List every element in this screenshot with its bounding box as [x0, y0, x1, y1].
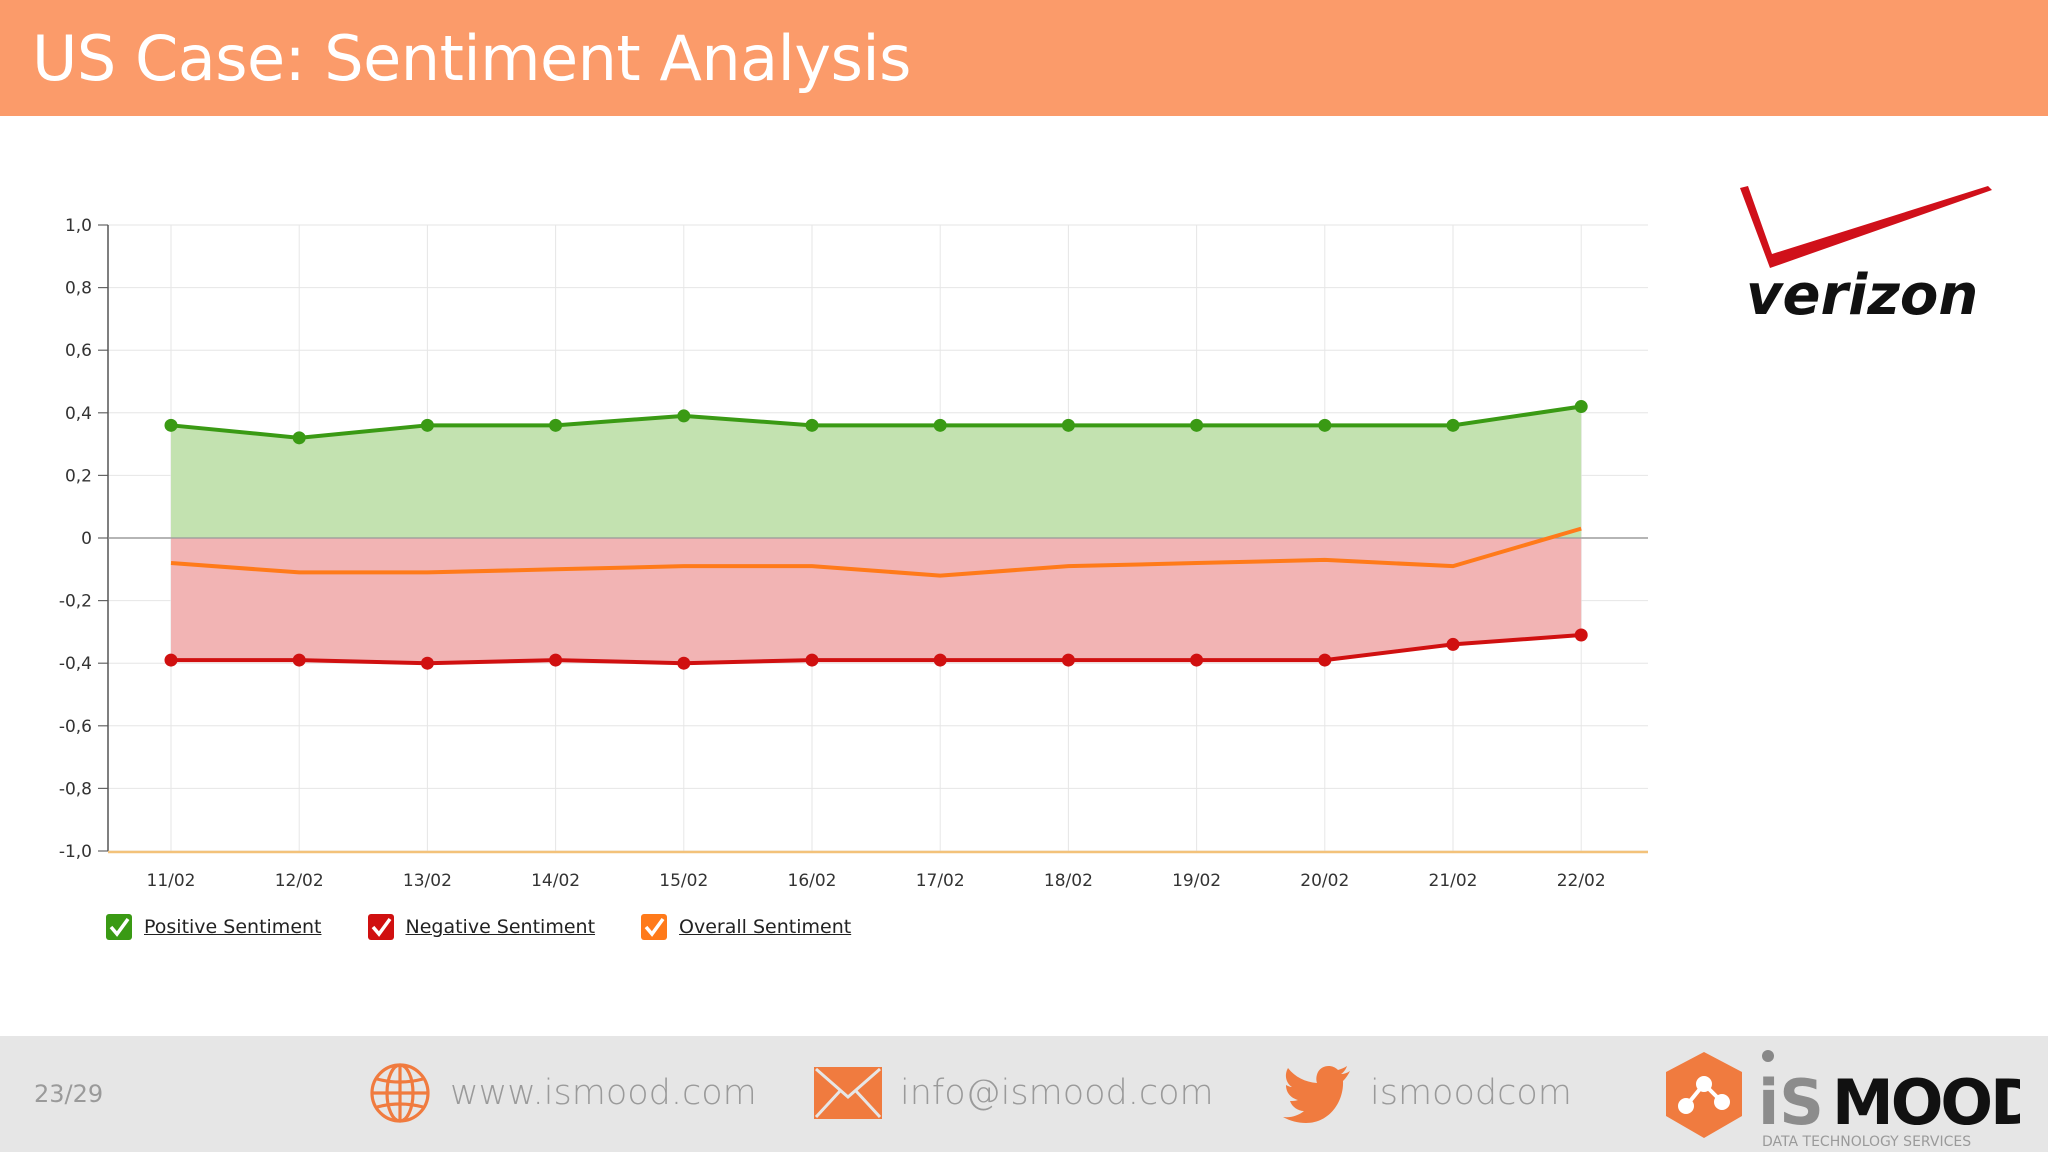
negative-point [1574, 628, 1588, 642]
x-tick-label: 22/02 [1557, 871, 1606, 891]
twitter-bird-icon [1283, 1066, 1350, 1123]
positive-point [420, 418, 434, 432]
y-tick-label: 0,8 [65, 279, 92, 299]
verizon-logo: verizon [1740, 186, 1992, 328]
positive-point [1318, 418, 1332, 432]
slide-footer: 23/29 www.ismood.com info@ismood.com ism… [0, 1036, 2048, 1152]
y-tick-label: 1,0 [65, 216, 92, 236]
x-tick-label: 16/02 [788, 871, 837, 891]
legend-label: Negative Sentiment [405, 916, 596, 938]
positive-point [933, 418, 947, 432]
positive-point [1574, 400, 1588, 414]
slide-header: US Case: Sentiment Analysis [0, 0, 2048, 116]
y-tick-label: 0,2 [65, 466, 92, 486]
sentiment-line-chart: 1,0 0,8 0,6 0,4 0,2 0 -0,2 -0,4 -0,6 -0,8 -1,0 11/0… [59, 216, 1648, 891]
positive-point [1446, 418, 1460, 432]
x-tick-label: 18/02 [1044, 871, 1093, 891]
x-tick-label: 20/02 [1300, 871, 1349, 891]
negative-point [1318, 653, 1332, 667]
legend-item-0[interactable]: Positive Sentiment [106, 914, 322, 940]
slide-title: US Case: Sentiment Analysis [32, 22, 911, 95]
positive-area [171, 406, 1582, 538]
y-tick-label: 0,6 [65, 341, 92, 361]
positive-series-line [170, 404, 1582, 440]
positive-point [164, 418, 178, 432]
positive-point [292, 431, 306, 445]
negative-point [933, 653, 947, 667]
ismood-hexagon-icon [1666, 1052, 1742, 1138]
negative-point [549, 653, 563, 667]
email-link[interactable]: info@ismood.com [814, 1058, 1214, 1128]
y-tick-label: 0,4 [65, 404, 92, 424]
checkbox-check-icon[interactable] [641, 914, 668, 940]
negative-series-line [171, 633, 1582, 666]
legend-item-1[interactable]: Negative Sentiment [367, 914, 596, 940]
x-tick-label: 14/02 [531, 871, 580, 891]
legend-item-2[interactable]: Overall Sentiment [641, 914, 851, 940]
ismood-tagline: DATA TECHNOLOGY SERVICES [1762, 1134, 1971, 1148]
negative-point [1061, 653, 1075, 667]
positive-point [805, 418, 819, 432]
x-tick-label: 12/02 [275, 871, 324, 891]
positive-point [1190, 418, 1204, 432]
legend-label: Positive Sentiment [144, 916, 322, 938]
checkbox-check-icon[interactable] [367, 914, 394, 940]
overall-series-line [170, 526, 1582, 578]
positive-point [1061, 418, 1075, 432]
twitter-link[interactable]: ismoodcom [1282, 1058, 1572, 1128]
y-tick-label: -0,6 [59, 717, 92, 737]
website-link[interactable]: www.ismood.com [368, 1058, 757, 1128]
ismood-logo: iS MOOD DATA TECHNOLOGY SERVICES [1666, 1050, 2020, 1148]
negative-point [1190, 653, 1204, 667]
x-tick-label: 19/02 [1172, 871, 1221, 891]
positive-point [549, 418, 563, 432]
positive-point [677, 409, 691, 423]
chart-legend: Positive Sentiment Negative Sentiment Over… [106, 914, 897, 940]
y-tick-label: 0 [81, 529, 92, 549]
ismood-wordmark-mood: MOOD [1832, 1066, 2020, 1139]
x-tick-label: 21/02 [1429, 871, 1478, 891]
legend-label: Overall Sentiment [679, 916, 852, 938]
x-tick-label: 11/02 [147, 871, 196, 891]
page-number: 23/29 [34, 1080, 104, 1108]
verizon-wordmark: verizon [1746, 263, 1978, 328]
globe-icon [370, 1063, 430, 1123]
ismood-wordmark-is: iS [1758, 1066, 1824, 1139]
verizon-check-mark [1740, 186, 1992, 268]
website-text: www.ismood.com [450, 1073, 757, 1113]
negative-point [292, 653, 306, 667]
x-tick-label: 13/02 [403, 871, 452, 891]
twitter-handle: ismoodcom [1370, 1073, 1572, 1113]
y-tick-label: -1,0 [59, 842, 92, 862]
envelope-icon [814, 1067, 882, 1119]
checkbox-check-icon[interactable] [106, 914, 132, 940]
y-tick-label: -0,2 [59, 592, 92, 612]
x-tick-label: 15/02 [659, 871, 708, 891]
negative-point [420, 656, 434, 670]
y-tick-label: -0,8 [59, 779, 92, 799]
negative-point [164, 653, 178, 667]
email-text: info@ismood.com [900, 1073, 1214, 1113]
negative-point [1446, 637, 1460, 651]
x-tick-label: 17/02 [916, 871, 965, 891]
negative-area [171, 538, 1582, 664]
negative-point [805, 653, 819, 667]
negative-point [677, 656, 691, 670]
y-tick-label: -0,4 [59, 654, 92, 674]
